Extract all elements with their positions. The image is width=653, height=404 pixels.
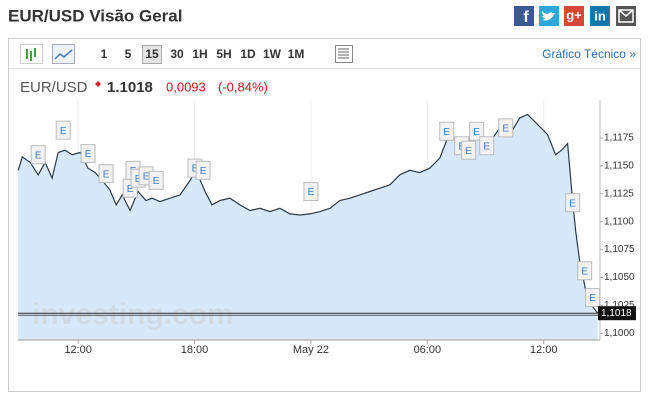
x-tick-label: 12:00 (64, 344, 92, 356)
y-tick-label: 1,1100 (604, 216, 634, 227)
event-label: E (143, 172, 150, 183)
event-marker[interactable] (585, 288, 601, 308)
line-icon (54, 49, 73, 60)
technical-chart-link[interactable]: Gráfico Técnico » (542, 47, 636, 61)
last-price-label: 1,1018 (601, 308, 632, 319)
event-marker[interactable] (303, 182, 319, 202)
facebook-label: f (523, 9, 529, 26)
event-marker[interactable] (439, 121, 455, 141)
event-label: E (589, 293, 596, 304)
interval-button[interactable]: 1W (263, 47, 282, 61)
event-marker[interactable] (565, 193, 581, 213)
selected-button (142, 45, 162, 64)
event-label: E (192, 164, 199, 175)
down-indicator (95, 81, 101, 87)
linkedin-button[interactable] (590, 6, 610, 26)
event-marker[interactable] (498, 118, 514, 138)
y-tick-label: 1,1075 (604, 244, 635, 255)
y-tick-label: 1,1125 (604, 188, 634, 199)
event-label: E (200, 166, 207, 177)
event-marker[interactable] (30, 145, 46, 165)
event-marker[interactable] (98, 164, 114, 184)
event-marker[interactable] (469, 121, 485, 141)
event-label: E (581, 266, 588, 277)
event-label: E (60, 126, 67, 137)
event-marker[interactable] (479, 136, 495, 156)
interval-button[interactable]: 1H (192, 47, 207, 61)
plot-area: 12:00 18:00 May 22 06:00 12:00 investing.com 1… (17, 100, 636, 356)
event-label: E (127, 184, 134, 195)
event-label: E (85, 149, 92, 160)
event-label: E (443, 127, 450, 138)
event-label: E (483, 141, 490, 152)
event-marker[interactable] (55, 120, 71, 140)
event-label: E (465, 146, 472, 157)
event-label: E (135, 174, 142, 185)
page-title: EUR/USD Visão Geral (8, 6, 182, 25)
y-tick-label: 1,1175 (604, 133, 634, 144)
event-label: E (473, 127, 480, 138)
table-button[interactable] (335, 45, 353, 63)
event-marker[interactable] (148, 170, 164, 190)
event-label: E (103, 169, 110, 180)
event-marker[interactable] (461, 140, 477, 160)
y-tick-label: 1,1150 (604, 161, 634, 172)
event-label: E (569, 198, 576, 209)
x-tick-label: May 22 (293, 344, 329, 356)
event-marker[interactable] (80, 144, 96, 164)
event-marker[interactable] (195, 160, 211, 180)
y-tick-label: 1,1025 (604, 300, 635, 311)
quote-change: 0,0093 (166, 79, 206, 94)
interval-button[interactable]: 1D (240, 47, 256, 61)
line-button[interactable] (52, 44, 75, 64)
y-tick-label: 1,1000 (604, 328, 635, 339)
google-button[interactable] (564, 6, 584, 26)
interval-button[interactable]: 1 (101, 47, 108, 61)
x-tick-label: 18:00 (181, 344, 209, 356)
table-icon (338, 48, 349, 59)
quote-price: 1.1018 (107, 79, 153, 96)
event-marker[interactable] (577, 261, 593, 281)
quote-change-percent: (-0,84%) (218, 79, 268, 94)
y-tick-label: 1,1050 (604, 272, 635, 283)
event-label: E (502, 124, 509, 135)
interval-button[interactable]: 15 (145, 47, 159, 61)
google-label: g+ (566, 7, 582, 22)
candle-icon (26, 48, 36, 61)
event-label: E (35, 150, 42, 161)
last-price-box (598, 306, 636, 321)
event-label: E (308, 187, 315, 198)
mail-icon (618, 9, 634, 23)
x-tick-label: 06:00 (414, 344, 442, 356)
event-label: E (153, 176, 160, 187)
quote-symbol: EUR/USD (20, 79, 88, 96)
x-tick-label: 12:00 (530, 344, 558, 356)
linkedin-label: in (594, 8, 606, 23)
interval-button[interactable]: 5H (216, 47, 231, 61)
facebook-button[interactable] (514, 6, 534, 26)
interval-button[interactable]: 30 (170, 47, 184, 61)
interval-button[interactable]: 1M (288, 47, 305, 61)
twitter-icon (542, 11, 555, 21)
interval-button[interactable]: 5 (125, 47, 132, 61)
watermark: investing.com (32, 298, 234, 331)
area (18, 114, 598, 340)
